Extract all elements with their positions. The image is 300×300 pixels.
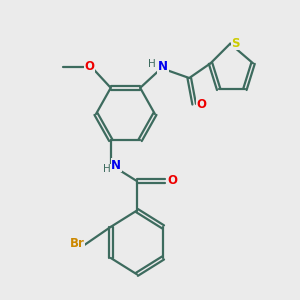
Text: S: S: [232, 37, 240, 50]
Text: N: N: [158, 60, 168, 73]
Text: Br: Br: [70, 237, 85, 250]
Text: H: H: [148, 59, 156, 69]
Text: O: O: [196, 98, 206, 111]
Text: O: O: [85, 60, 94, 73]
Text: O: O: [167, 174, 177, 187]
Text: H: H: [103, 164, 111, 174]
Text: N: N: [111, 159, 121, 172]
